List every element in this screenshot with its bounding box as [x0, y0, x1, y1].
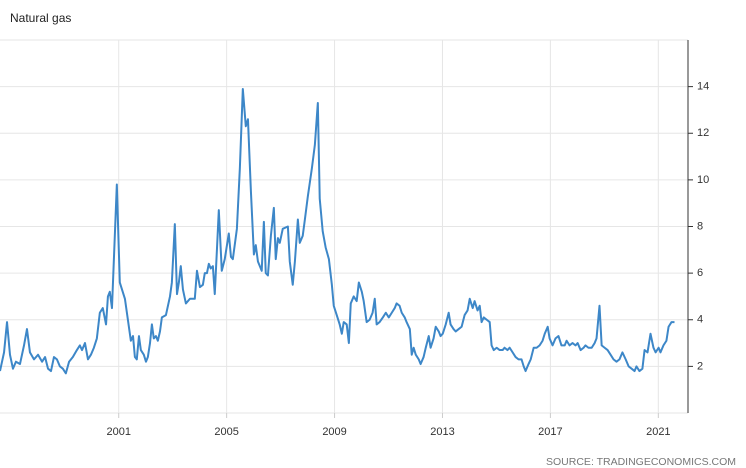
y-tick-label: 6 — [697, 267, 703, 279]
x-tick-label: 2001 — [106, 426, 130, 438]
y-tick-label: 12 — [697, 127, 709, 139]
chart-title: Natural gas — [10, 11, 71, 25]
y-tick-label: 14 — [697, 81, 709, 93]
data-line — [0, 87, 675, 375]
x-tick-label: 2017 — [538, 426, 562, 438]
y-tick-label: 4 — [697, 314, 703, 326]
source-note: SOURCE: TRADINGECONOMICS.COM — [546, 456, 736, 468]
y-tick-label: 10 — [697, 174, 709, 186]
x-tick-label: 2005 — [214, 426, 238, 438]
y-tick-label: 2 — [697, 360, 703, 372]
y-tick-label: 8 — [697, 220, 703, 232]
x-tick-label: 2013 — [430, 426, 454, 438]
x-tick-label: 2021 — [646, 426, 670, 438]
x-tick-label: 2009 — [322, 426, 346, 438]
